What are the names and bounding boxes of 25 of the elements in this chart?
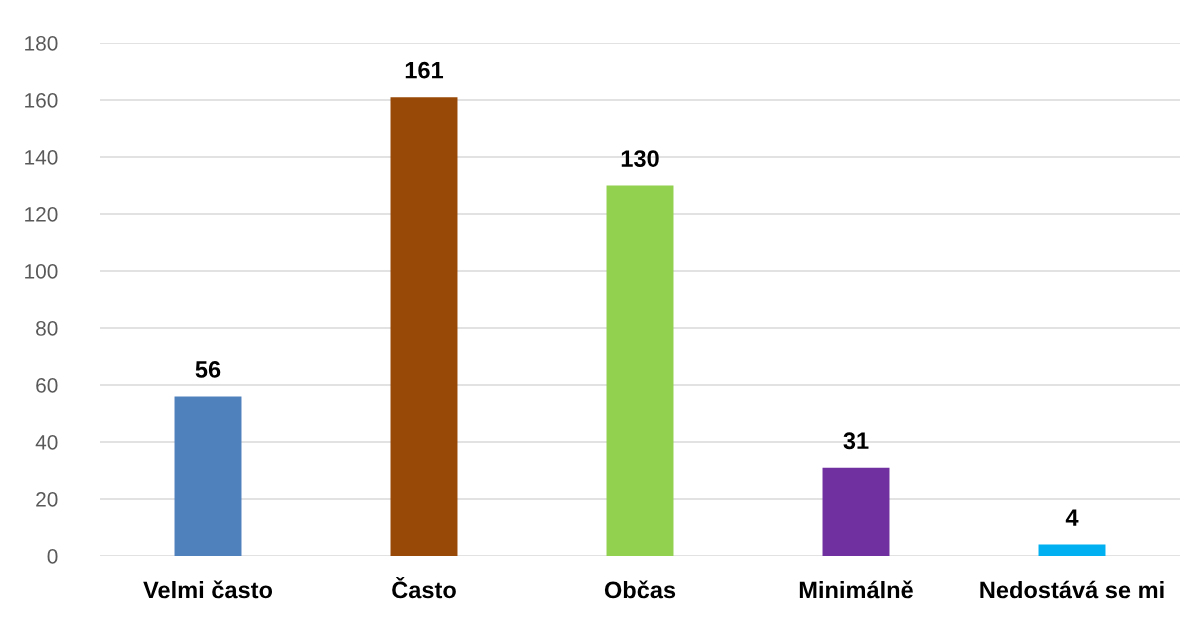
y-tick-label: 40 — [35, 435, 58, 450]
y-tick-label: 120 — [25, 207, 58, 222]
x-tick-label: Velmi často — [143, 580, 273, 599]
bar — [606, 185, 674, 556]
bar — [1038, 544, 1106, 556]
x-tick-label: Často — [392, 576, 456, 599]
bar — [822, 467, 890, 556]
data-label: 56 — [195, 361, 221, 378]
bar — [390, 97, 458, 556]
y-tick-label: 0 — [47, 549, 58, 564]
data-label: 31 — [843, 432, 869, 450]
y-tick-label: 100 — [25, 264, 58, 279]
y-tick-label: 140 — [25, 150, 58, 165]
data-label: 130 — [621, 150, 659, 167]
bar — [174, 396, 242, 556]
y-tick-label: 180 — [25, 36, 58, 51]
x-tick-label: Minimálně — [799, 580, 913, 599]
y-tick-label: 80 — [36, 321, 58, 336]
y-tick-label: 160 — [25, 93, 58, 108]
y-tick-label: 20 — [36, 492, 58, 507]
data-label: 4 — [1065, 509, 1079, 526]
x-tick-label: Občas — [604, 580, 676, 599]
x-tick-label: Nedostává se mi — [980, 580, 1164, 599]
data-label: 161 — [405, 61, 444, 79]
y-tick-label: 60 — [36, 378, 58, 393]
